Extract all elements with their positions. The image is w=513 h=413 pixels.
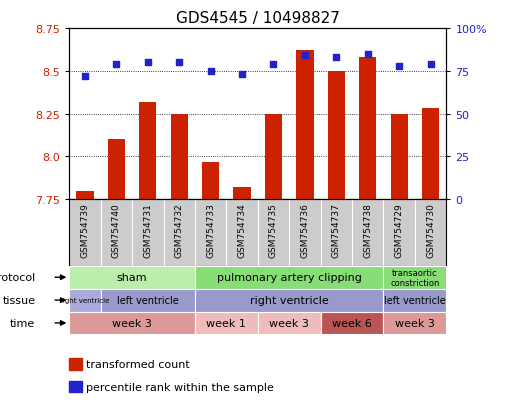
Bar	[328, 71, 345, 200]
Text: right ventricle: right ventricle	[250, 295, 329, 305]
Text: right ventricle: right ventricle	[61, 297, 110, 304]
Text: transformed count: transformed count	[86, 359, 190, 369]
Text: GSM754735: GSM754735	[269, 203, 278, 258]
Point	[238, 72, 246, 78]
Bar	[383, 312, 446, 335]
Bar	[69, 289, 101, 312]
Text: week 1: week 1	[206, 318, 246, 328]
Text: left ventricle: left ventricle	[384, 295, 446, 305]
Bar	[383, 289, 446, 312]
Text: pulmonary artery clipping: pulmonary artery clipping	[217, 273, 362, 282]
Bar	[108, 140, 125, 200]
Bar	[422, 109, 439, 200]
Bar	[258, 312, 321, 335]
Bar	[76, 191, 93, 200]
Bar	[265, 114, 282, 200]
Point	[395, 63, 403, 70]
Bar	[171, 114, 188, 200]
Bar	[69, 266, 195, 289]
Text: GSM754731: GSM754731	[143, 203, 152, 258]
Point	[332, 55, 341, 61]
Point	[426, 62, 435, 68]
Point	[301, 53, 309, 59]
Text: percentile rank within the sample: percentile rank within the sample	[86, 382, 274, 392]
Point	[175, 60, 183, 66]
Text: sham: sham	[117, 273, 147, 282]
Bar	[195, 312, 258, 335]
Text: week 3: week 3	[269, 318, 309, 328]
Text: GSM754740: GSM754740	[112, 203, 121, 258]
Bar	[202, 162, 219, 200]
Text: week 3: week 3	[395, 318, 435, 328]
Text: GSM754739: GSM754739	[81, 203, 89, 258]
Text: left ventricle: left ventricle	[117, 295, 179, 305]
Bar	[297, 51, 313, 200]
Bar	[139, 102, 156, 200]
Title: GDS4545 / 10498827: GDS4545 / 10498827	[176, 12, 340, 26]
Text: transaortic
constriction: transaortic constriction	[390, 268, 440, 287]
Point	[207, 68, 215, 75]
Text: GSM754729: GSM754729	[394, 203, 404, 258]
Point	[81, 74, 89, 80]
Text: GSM754736: GSM754736	[301, 203, 309, 258]
Bar	[195, 266, 384, 289]
Bar	[359, 58, 377, 200]
Bar	[101, 289, 195, 312]
Point	[112, 62, 121, 68]
Text: GSM754738: GSM754738	[363, 203, 372, 258]
Bar	[390, 114, 408, 200]
Bar	[321, 312, 383, 335]
Bar	[69, 312, 195, 335]
Text: tissue: tissue	[3, 295, 35, 305]
Bar	[233, 188, 251, 200]
Bar	[195, 289, 384, 312]
Text: GSM754732: GSM754732	[175, 203, 184, 258]
Text: GSM754737: GSM754737	[332, 203, 341, 258]
Point	[269, 62, 278, 68]
Text: time: time	[10, 318, 35, 328]
Point	[144, 60, 152, 66]
Text: GSM754734: GSM754734	[238, 203, 247, 258]
Bar	[383, 266, 446, 289]
Text: GSM754730: GSM754730	[426, 203, 435, 258]
Point	[364, 51, 372, 58]
Text: week 3: week 3	[112, 318, 152, 328]
Text: GSM754733: GSM754733	[206, 203, 215, 258]
Text: protocol: protocol	[0, 273, 35, 282]
Text: week 6: week 6	[332, 318, 372, 328]
